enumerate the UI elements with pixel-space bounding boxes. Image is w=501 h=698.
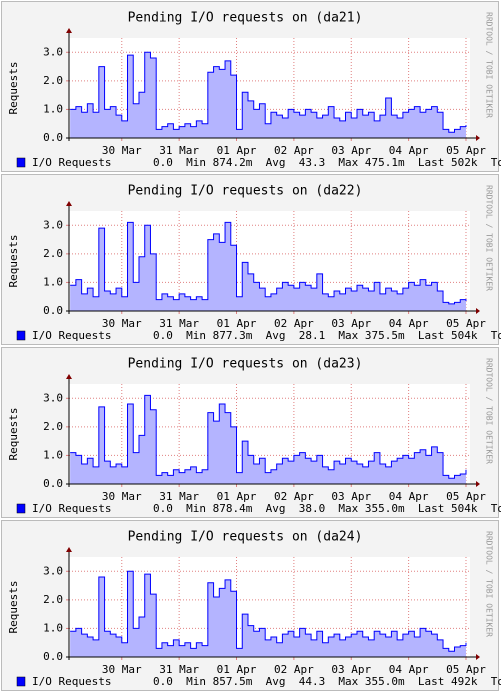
x-tick-label: 05 Apr	[446, 663, 486, 676]
x-tick-label: 31 Mar	[159, 490, 199, 503]
chart-panel: 0.0 1.0 2.0 3.0 30 Mar 31 Mar 01 Apr 02 Apr 03 A…	[1, 174, 501, 345]
y-tick-label: 0.0	[43, 650, 63, 663]
y-tick-label: 1.0	[43, 102, 63, 115]
x-tick-label: 04 Apr	[389, 317, 429, 330]
x-tick-label: 01 Apr	[217, 317, 257, 330]
x-tick-label: 03 Apr	[331, 144, 371, 157]
watermark: RRDTOOL / TOBI OETIKER	[485, 358, 494, 464]
chart-title: Pending I/O requests on (da21)	[128, 11, 363, 26]
area	[70, 222, 466, 311]
line	[70, 221, 467, 305]
y-tick-label: 2.0	[43, 247, 63, 260]
y-tick-label: 1.0	[43, 275, 63, 288]
x-tick-label: 01 Apr	[217, 144, 257, 157]
axis-arrow	[66, 201, 72, 206]
x-tick-label: 31 Mar	[159, 317, 199, 330]
legend-label: I/O Requests	[32, 329, 111, 342]
axis-arrow	[66, 547, 72, 552]
axis-arrow	[66, 374, 72, 379]
axis-arrow	[476, 135, 480, 141]
y-tick-label: 2.0	[43, 74, 63, 87]
chart-title: Pending I/O requests on (da22)	[128, 184, 363, 199]
chart-panel: 0.0 1.0 2.0 3.0 30 Mar 31 Mar 01 Apr 02 Apr 03 A…	[1, 1, 501, 172]
x-tick-label: 04 Apr	[389, 663, 429, 676]
axis-arrow	[476, 308, 480, 314]
x-tick-label: 30 Mar	[102, 317, 142, 330]
y-tick-label: 1.0	[43, 448, 63, 461]
y-axis-label: Requests	[7, 235, 20, 288]
x-tick-label: 04 Apr	[389, 144, 429, 157]
legend-label: I/O Requests	[32, 502, 111, 515]
chart-title: Pending I/O requests on (da23)	[128, 357, 363, 372]
x-tick-label: 30 Mar	[102, 663, 142, 676]
x-tick-label: 02 Apr	[274, 490, 314, 503]
watermark: RRDTOOL / TOBI OETIKER	[485, 531, 494, 637]
y-tick-label: 3.0	[43, 218, 63, 231]
chart-title: Pending I/O requests on (da24)	[128, 530, 363, 545]
y-axis-label: Requests	[7, 408, 20, 461]
legend-stats: 0.0 Min 878.4m Avg 38.0 Max 355.0m Last …	[153, 502, 501, 515]
area	[70, 395, 466, 484]
x-tick-label: 02 Apr	[274, 317, 314, 330]
legend-label: I/O Requests	[32, 675, 111, 688]
x-tick-label: 05 Apr	[446, 144, 486, 157]
line	[70, 51, 467, 133]
y-tick-label: 3.0	[43, 564, 63, 577]
x-tick-label: 05 Apr	[446, 490, 486, 503]
x-tick-label: 03 Apr	[331, 317, 371, 330]
x-tick-label: 02 Apr	[274, 144, 314, 157]
x-tick-label: 30 Mar	[102, 490, 142, 503]
legend-label: I/O Requests	[32, 156, 111, 169]
legend-swatch	[16, 676, 26, 687]
line	[70, 394, 467, 479]
x-tick-label: 03 Apr	[331, 490, 371, 503]
x-tick-label: 01 Apr	[217, 663, 257, 676]
x-tick-label: 30 Mar	[102, 144, 142, 157]
y-tick-label: 1.0	[43, 621, 63, 634]
axis-arrow	[476, 481, 480, 487]
legend-swatch	[16, 503, 26, 514]
y-tick-label: 0.0	[43, 477, 63, 490]
x-tick-label: 31 Mar	[159, 144, 199, 157]
legend-stats: 0.0 Min 874.2m Avg 43.3 Max 475.1m Last …	[153, 156, 501, 169]
line	[70, 570, 467, 652]
watermark: RRDTOOL / TOBI OETIKER	[485, 185, 494, 291]
x-tick-label: 02 Apr	[274, 663, 314, 676]
axis-arrow	[476, 654, 480, 660]
area	[70, 52, 466, 138]
y-axis-label: Requests	[7, 62, 20, 115]
y-tick-label: 3.0	[43, 391, 63, 404]
x-tick-label: 04 Apr	[389, 490, 429, 503]
watermark: RRDTOOL / TOBI OETIKER	[485, 12, 494, 118]
legend-stats: 0.0 Min 877.3m Avg 28.1 Max 375.5m Last …	[153, 329, 501, 342]
x-tick-label: 03 Apr	[331, 663, 371, 676]
x-tick-label: 05 Apr	[446, 317, 486, 330]
legend-stats: 0.0 Min 857.5m Avg 44.3 Max 355.0m Last …	[153, 675, 501, 688]
y-tick-label: 3.0	[43, 45, 63, 58]
x-tick-label: 01 Apr	[217, 490, 257, 503]
y-axis-label: Requests	[7, 581, 20, 634]
y-tick-label: 2.0	[43, 593, 63, 606]
y-tick-label: 0.0	[43, 131, 63, 144]
y-tick-label: 2.0	[43, 420, 63, 433]
legend-swatch	[16, 157, 26, 168]
axis-arrow	[66, 28, 72, 33]
x-tick-label: 31 Mar	[159, 663, 199, 676]
y-tick-label: 0.0	[43, 304, 63, 317]
legend-swatch	[16, 330, 26, 341]
chart-panel: 0.0 1.0 2.0 3.0 30 Mar 31 Mar 01 Apr 02 Apr 03 A…	[1, 520, 501, 691]
chart-panel: 0.0 1.0 2.0 3.0 30 Mar 31 Mar 01 Apr 02 Apr 03 A…	[1, 347, 501, 518]
